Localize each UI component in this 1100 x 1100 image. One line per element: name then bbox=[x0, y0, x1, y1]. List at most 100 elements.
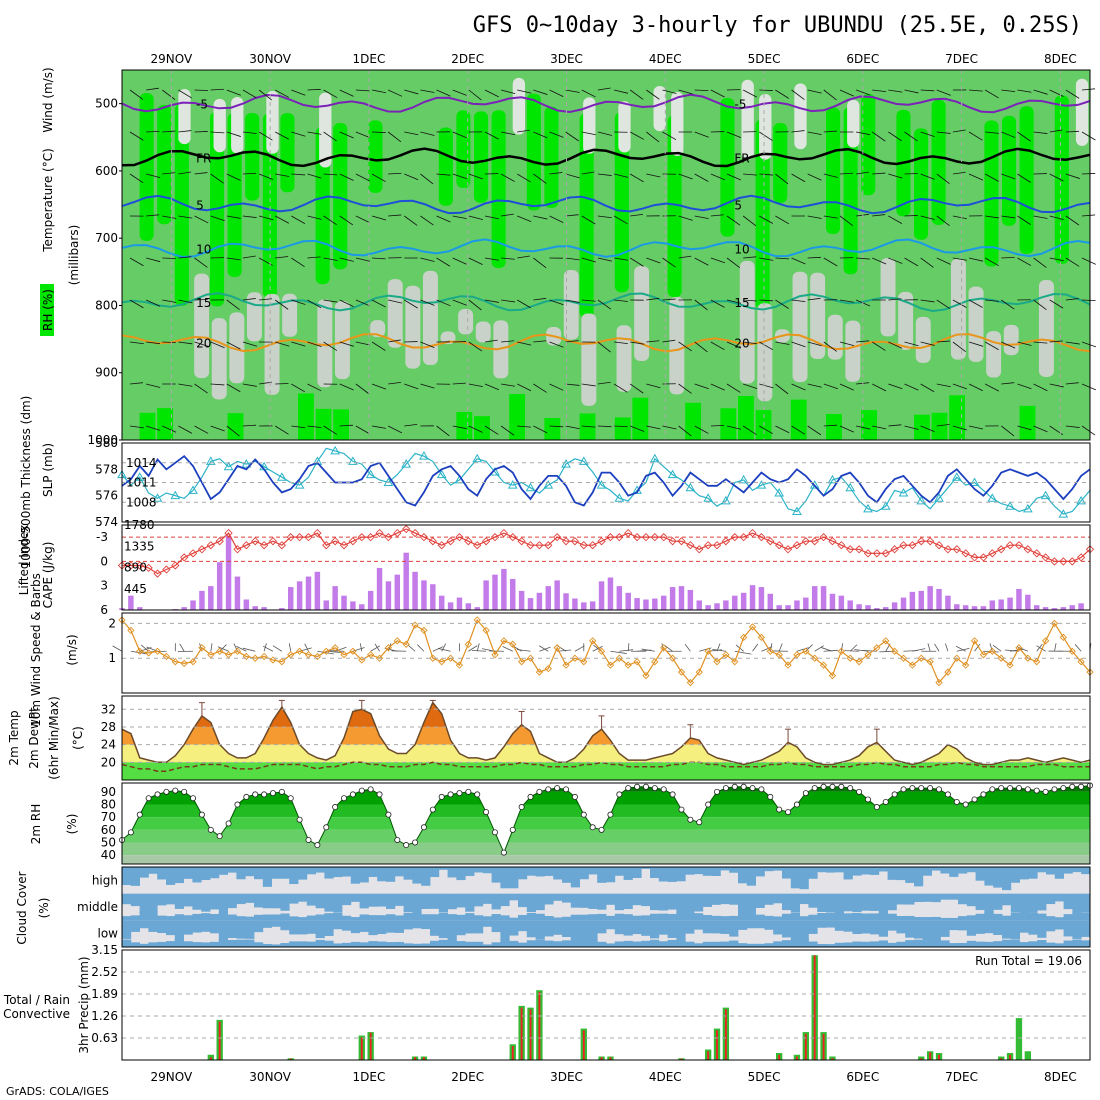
cloud-cover-cell bbox=[702, 941, 712, 947]
cloud-cover-cell bbox=[870, 920, 880, 935]
cloud-cover-cell bbox=[650, 867, 660, 879]
cloud-cover-cell bbox=[720, 941, 730, 947]
wind-barb bbox=[1017, 131, 1031, 142]
temp-unit-label: (°C) bbox=[71, 726, 85, 750]
rh-point bbox=[163, 788, 170, 795]
surface-wind-barb bbox=[272, 645, 283, 652]
cape-bar bbox=[208, 586, 214, 610]
cape-bar bbox=[1051, 608, 1058, 610]
wind-barb bbox=[759, 173, 774, 176]
wind-barb bbox=[791, 299, 806, 302]
wind-speed-point bbox=[171, 658, 179, 666]
cloud-cover-cell bbox=[1028, 893, 1038, 913]
rh-moist-cell bbox=[720, 408, 737, 440]
thickness-point bbox=[649, 453, 660, 463]
cloud-cover-cell bbox=[984, 893, 994, 917]
wind-barb bbox=[791, 89, 805, 100]
wind-barb bbox=[275, 215, 290, 224]
wind-barb bbox=[968, 383, 983, 392]
wind-speed-point bbox=[446, 654, 455, 662]
wind-speed-point bbox=[997, 654, 1005, 662]
wind-barb bbox=[129, 299, 144, 309]
cape-bar bbox=[749, 585, 756, 610]
cloud-cover-cell bbox=[764, 893, 774, 905]
cloud-cover-cell bbox=[1019, 920, 1029, 933]
cloud-cover-cell bbox=[447, 914, 457, 921]
rh-dry-cell bbox=[794, 83, 807, 150]
lifted-point bbox=[810, 537, 819, 546]
wind-barb bbox=[839, 299, 854, 303]
date-label-bottom: 7DEC bbox=[945, 1070, 978, 1084]
precip-tick-label: 1.89 bbox=[91, 987, 118, 1001]
cloud-cover-cell bbox=[694, 920, 704, 930]
wind-barb bbox=[404, 299, 418, 309]
slp-thickness-frame bbox=[121, 442, 1091, 523]
wind-barb bbox=[807, 173, 822, 181]
cloud-cover-cell bbox=[579, 867, 589, 880]
cloud-cover-cell bbox=[509, 893, 519, 901]
wind-speed-point bbox=[491, 651, 499, 659]
rh-dry-cell bbox=[653, 85, 666, 132]
isotherm-label: 5 bbox=[734, 199, 742, 213]
wind-barb bbox=[194, 89, 209, 91]
lifted-point bbox=[126, 561, 136, 570]
cloud-cover-cell bbox=[614, 920, 624, 935]
wind-barb bbox=[307, 425, 322, 428]
wind-speed-point bbox=[766, 647, 774, 655]
cloud-cover-cell bbox=[157, 941, 167, 947]
cloud-cover-cell bbox=[298, 920, 308, 935]
cloud-cover-cell bbox=[799, 938, 809, 947]
wind-barb bbox=[791, 130, 805, 133]
cape-bar bbox=[1016, 588, 1022, 610]
temp-band-hot bbox=[122, 702, 1090, 727]
wind-barb bbox=[1033, 341, 1048, 344]
cloud-cover-cell bbox=[130, 893, 140, 907]
wind-barb bbox=[194, 215, 209, 224]
rh-point bbox=[278, 788, 285, 795]
wind-barb bbox=[484, 131, 499, 140]
cloud-cover-cell bbox=[139, 912, 149, 921]
cloud-cover-cell bbox=[500, 867, 510, 889]
rh-point bbox=[527, 793, 534, 800]
cloud-cover-cell bbox=[386, 867, 396, 882]
rh-moist-cell bbox=[861, 94, 876, 196]
cloud-cover-cell bbox=[201, 867, 211, 880]
rh-point bbox=[261, 791, 268, 798]
wind-barb bbox=[484, 383, 500, 391]
wind-barb bbox=[710, 383, 725, 391]
wind-barb bbox=[484, 339, 498, 343]
rh-point bbox=[749, 785, 756, 792]
wind-barb bbox=[888, 298, 902, 301]
wind-barb bbox=[178, 383, 193, 387]
wind-barb bbox=[807, 425, 822, 436]
wind-speed-point bbox=[313, 652, 322, 661]
surface-wind-barb bbox=[329, 650, 345, 652]
wind-barb bbox=[339, 215, 354, 226]
wind-barb bbox=[501, 299, 516, 303]
cloud-cover-cell bbox=[808, 941, 818, 947]
cloud-cover-cell bbox=[738, 912, 748, 921]
wind-barb bbox=[484, 215, 500, 220]
wind-barb bbox=[872, 425, 887, 430]
rh-point bbox=[962, 801, 969, 808]
wind-barb bbox=[533, 257, 547, 269]
thickness-point bbox=[543, 480, 554, 489]
cloud-cover-cell bbox=[702, 867, 712, 876]
wind-barb bbox=[371, 173, 386, 183]
wind-barb bbox=[1001, 89, 1016, 93]
cloud-cover-cell bbox=[280, 893, 290, 911]
wind-barb bbox=[129, 89, 144, 100]
wind-speed-point bbox=[375, 654, 384, 662]
wind-speed-point bbox=[402, 640, 410, 648]
wind-barb bbox=[581, 299, 596, 302]
wind-barb bbox=[823, 215, 838, 219]
rh-dry-cell bbox=[1003, 324, 1019, 356]
wind-barb bbox=[355, 173, 370, 182]
wind-barb bbox=[194, 172, 208, 175]
cloud-cover-cell bbox=[887, 920, 897, 931]
wind-barb bbox=[694, 425, 709, 434]
wind-speed-point bbox=[704, 647, 712, 655]
rh-moist-cell bbox=[914, 128, 929, 240]
cloud-cover-cell bbox=[817, 920, 827, 928]
cape-bar bbox=[554, 580, 560, 610]
